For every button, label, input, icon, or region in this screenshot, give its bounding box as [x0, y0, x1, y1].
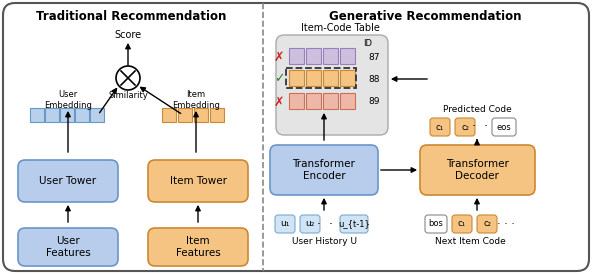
Bar: [340, 48, 355, 64]
Text: Score: Score: [114, 30, 141, 40]
Text: 87: 87: [368, 53, 379, 61]
Bar: [45, 108, 59, 122]
Text: Transformer
Decoder: Transformer Decoder: [446, 159, 509, 181]
Bar: [306, 70, 321, 86]
Text: User History U: User History U: [291, 238, 356, 247]
Text: User Tower: User Tower: [40, 176, 96, 186]
Text: ·  ·: · ·: [472, 121, 488, 133]
Text: u₂: u₂: [305, 219, 315, 229]
Text: Transformer
Encoder: Transformer Encoder: [292, 159, 355, 181]
Text: Predicted Code: Predicted Code: [443, 105, 511, 115]
Circle shape: [116, 66, 140, 90]
Bar: [323, 93, 338, 109]
Bar: [340, 70, 355, 86]
Text: Generative Recommendation: Generative Recommendation: [329, 10, 521, 22]
Text: c₁: c₁: [458, 219, 466, 229]
Bar: [340, 93, 355, 109]
Text: u₁: u₁: [281, 219, 289, 229]
Text: bos: bos: [429, 219, 443, 229]
Text: Similarity: Similarity: [108, 90, 148, 99]
Bar: [162, 108, 176, 122]
Text: u_{t-1}: u_{t-1}: [338, 219, 370, 229]
Bar: [289, 70, 304, 86]
FancyBboxPatch shape: [455, 118, 475, 136]
FancyBboxPatch shape: [420, 145, 535, 195]
Bar: [90, 108, 104, 122]
FancyBboxPatch shape: [425, 215, 447, 233]
Text: User
Features: User Features: [46, 236, 91, 258]
Bar: [306, 93, 321, 109]
FancyBboxPatch shape: [3, 3, 589, 271]
FancyBboxPatch shape: [300, 215, 320, 233]
FancyBboxPatch shape: [340, 215, 368, 233]
FancyBboxPatch shape: [148, 228, 248, 266]
Bar: [289, 48, 304, 64]
Bar: [75, 108, 89, 122]
Text: c₂: c₂: [483, 219, 491, 229]
Text: User
Embedding: User Embedding: [44, 90, 92, 110]
Text: 89: 89: [368, 98, 379, 107]
Bar: [289, 93, 304, 109]
FancyBboxPatch shape: [430, 118, 450, 136]
Bar: [306, 48, 321, 64]
Text: ID: ID: [363, 39, 372, 47]
FancyBboxPatch shape: [492, 118, 516, 136]
Text: ✗: ✗: [274, 50, 284, 64]
Text: c₂: c₂: [461, 122, 469, 132]
Text: Item-Code Table: Item-Code Table: [301, 23, 379, 33]
Bar: [323, 48, 338, 64]
FancyBboxPatch shape: [276, 35, 388, 135]
Text: · · ·: · · ·: [497, 219, 515, 229]
Text: c₁: c₁: [436, 122, 444, 132]
Bar: [178, 108, 192, 122]
FancyBboxPatch shape: [270, 145, 378, 195]
Bar: [286, 68, 356, 88]
FancyBboxPatch shape: [477, 215, 497, 233]
Text: Item
Embedding: Item Embedding: [172, 90, 220, 110]
FancyBboxPatch shape: [18, 228, 118, 266]
Text: Next Item Code: Next Item Code: [435, 238, 506, 247]
Text: Item Tower: Item Tower: [169, 176, 227, 186]
Bar: [323, 70, 338, 86]
FancyBboxPatch shape: [18, 160, 118, 202]
FancyBboxPatch shape: [452, 215, 472, 233]
FancyBboxPatch shape: [275, 215, 295, 233]
Text: ✓: ✓: [274, 73, 284, 85]
Text: Traditional Recommendation: Traditional Recommendation: [36, 10, 226, 22]
Text: 88: 88: [368, 75, 379, 84]
Text: ✗: ✗: [274, 96, 284, 109]
Text: Item
Features: Item Features: [176, 236, 220, 258]
Bar: [30, 108, 44, 122]
Text: ·  ·: · ·: [317, 218, 333, 230]
Bar: [210, 108, 224, 122]
Text: eos: eos: [497, 122, 511, 132]
Bar: [194, 108, 208, 122]
FancyBboxPatch shape: [148, 160, 248, 202]
Bar: [60, 108, 74, 122]
